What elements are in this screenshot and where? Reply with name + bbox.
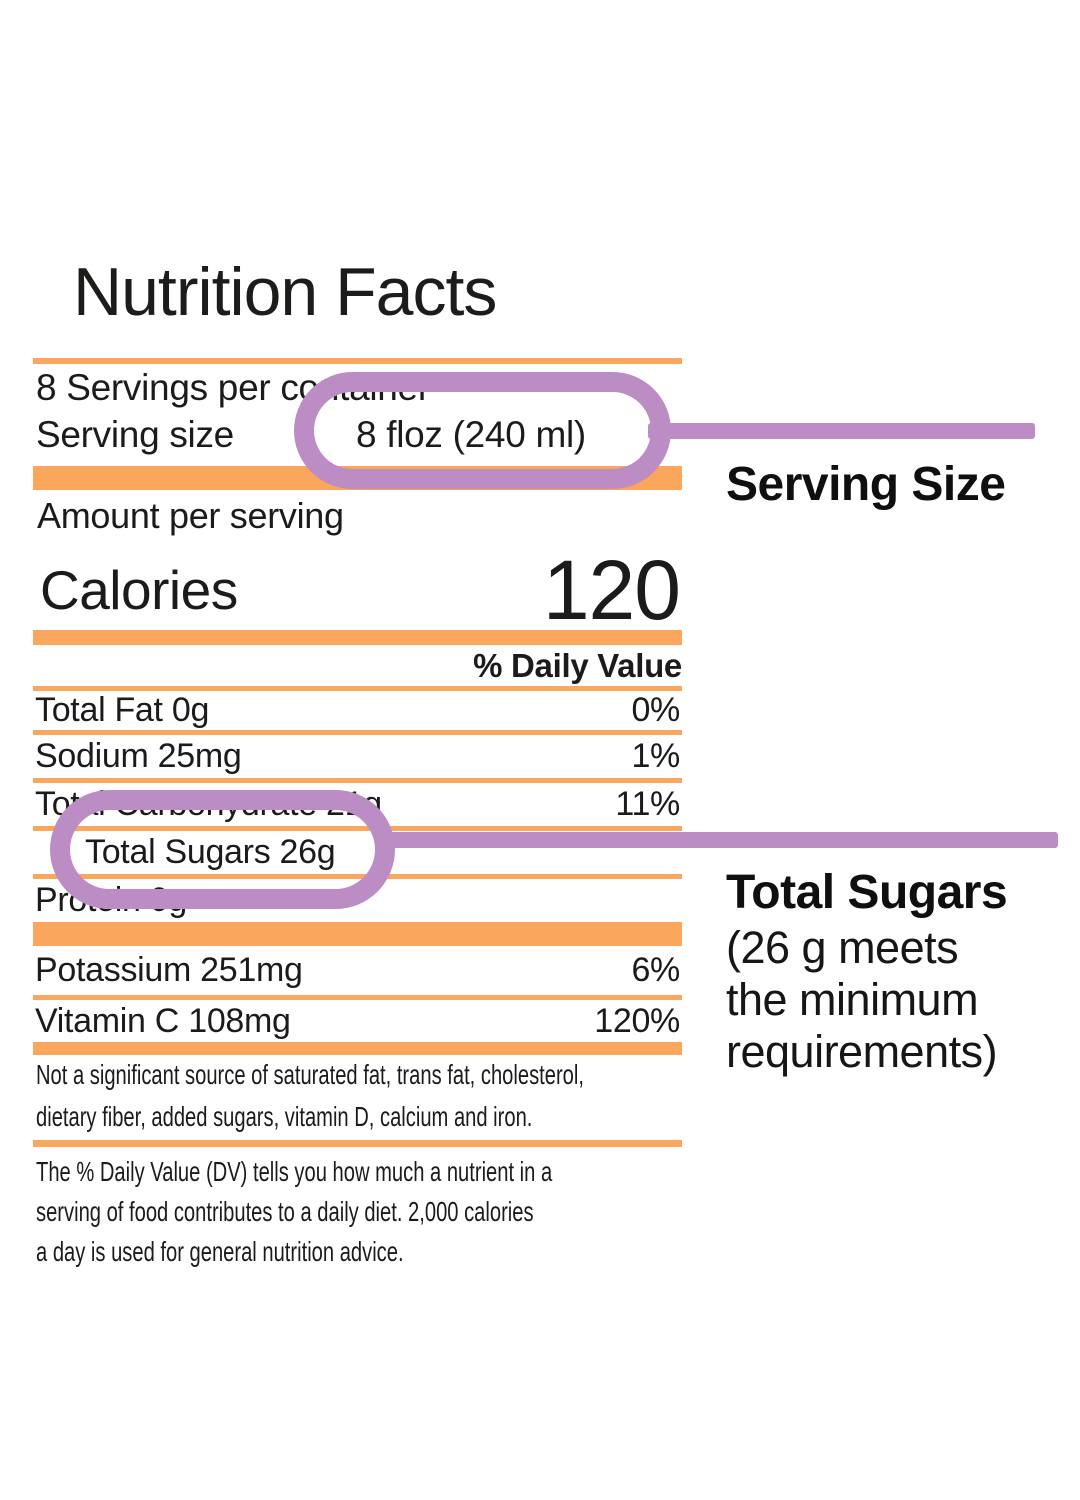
divider-rule xyxy=(33,358,682,364)
footnote-line: serving of food contributes to a daily d… xyxy=(36,1196,534,1227)
nutrient-daily-value: 1% xyxy=(631,737,680,775)
annotation-note-line: the minimum xyxy=(726,974,979,1025)
nutrient-name: Potassium 251mg xyxy=(35,951,303,989)
serving-size-value: 8 floz (240 ml) xyxy=(356,414,586,455)
serving-size-row: Serving size 8 floz (240 ml) xyxy=(36,412,682,460)
footnote-line: Not a significant source of saturated fa… xyxy=(36,1059,584,1090)
footnote-daily-value: The % Daily Value (DV) tells you how muc… xyxy=(36,1152,552,1272)
amount-per-serving-label: Amount per serving xyxy=(37,495,344,536)
nutrient-row-sodium: Sodium 25mg 1% xyxy=(33,730,682,778)
footnote-line: The % Daily Value (DV) tells you how muc… xyxy=(36,1156,553,1187)
serving-size-callout-line xyxy=(648,423,1035,439)
total-sugars-annotation-title: Total Sugars xyxy=(726,866,1008,919)
nutrient-name: Vitamin C 108mg xyxy=(35,1001,291,1040)
thin-divider-bar xyxy=(33,1042,682,1055)
serving-size-annotation-title: Serving Size xyxy=(726,458,1006,511)
footnote-line: dietary fiber, added sugars, vitamin D, … xyxy=(36,1101,533,1132)
footnote-not-significant: Not a significant source of saturated fa… xyxy=(36,1054,584,1138)
total-sugars-callout-line xyxy=(388,832,1058,848)
label-title: Nutrition Facts xyxy=(73,254,497,330)
daily-value-header: % Daily Value xyxy=(473,647,682,684)
footnote-line: a day is used for general nutrition advi… xyxy=(36,1236,404,1267)
nutrient-daily-value: 120% xyxy=(594,1001,680,1040)
nutrient-name: Sodium 25mg xyxy=(35,737,242,775)
calories-label: Calories xyxy=(40,559,238,621)
nutrient-daily-value: 11% xyxy=(615,785,680,823)
calories-value: 120 xyxy=(542,543,681,637)
nutrient-row-potassium: Potassium 251mg 6% xyxy=(33,946,682,995)
nutrient-row-vitamin-c: Vitamin C 108mg 120% xyxy=(33,995,682,1042)
total-sugars-highlight-circle xyxy=(50,790,395,909)
annotation-note-line: requirements) xyxy=(726,1026,998,1077)
divider-rule xyxy=(33,1140,682,1147)
nutrient-row-total-fat: Total Fat 0g 0% xyxy=(33,686,682,730)
nutrient-daily-value: 0% xyxy=(631,691,680,729)
serving-size-highlight-circle xyxy=(294,372,671,489)
serving-size-label: Serving size xyxy=(36,414,234,455)
nutrient-daily-value: 6% xyxy=(631,951,680,989)
thick-divider-bar xyxy=(33,922,682,946)
annotation-note-line: (26 g meets xyxy=(726,922,959,973)
calories-row: Calories 120 xyxy=(33,534,682,637)
total-sugars-annotation-note: (26 g meets the minimum requirements) xyxy=(726,922,998,1078)
nutrient-name: Total Fat 0g xyxy=(35,691,210,729)
nutrient-name: Total Sugars 26g xyxy=(85,833,336,871)
medium-divider-bar xyxy=(33,630,682,645)
